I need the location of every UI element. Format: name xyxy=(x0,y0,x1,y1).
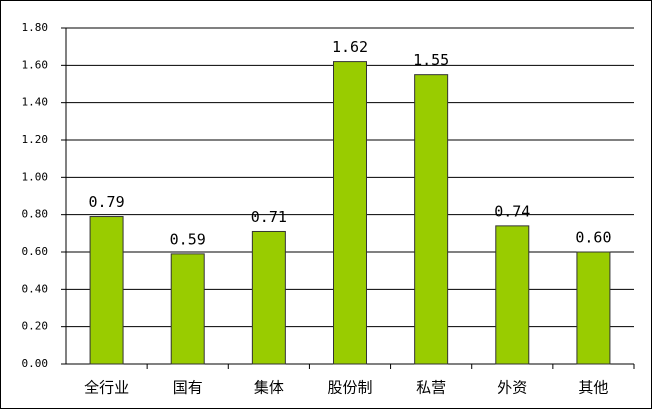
y-tick-label: 1.40 xyxy=(22,96,49,109)
bar xyxy=(251,230,286,365)
y-tick-label: 0.20 xyxy=(22,320,49,333)
y-tick-label: 0.40 xyxy=(22,282,49,295)
bar xyxy=(576,251,611,365)
y-tick-label: 0.80 xyxy=(22,208,49,221)
y-tick-label: 1.20 xyxy=(22,133,49,146)
x-tick-label: 股份制 xyxy=(327,379,372,397)
x-tick-label: 私营 xyxy=(416,379,446,397)
y-tick-label: 0.00 xyxy=(22,357,49,370)
y-tick-label: 1.00 xyxy=(22,170,49,183)
x-tick-label: 集体 xyxy=(254,379,284,397)
value-label: 0.74 xyxy=(494,202,530,220)
x-tick-label: 其他 xyxy=(578,379,608,397)
value-label: 1.55 xyxy=(413,51,449,69)
y-tick-label: 1.60 xyxy=(22,58,49,71)
x-tick-label: 外资 xyxy=(497,379,527,397)
bar xyxy=(333,61,367,365)
x-tick-label: 国有 xyxy=(173,379,203,397)
bar xyxy=(170,253,205,365)
x-tick-label: 全行业 xyxy=(84,379,129,397)
value-label: 0.71 xyxy=(251,208,287,226)
value-label: 0.59 xyxy=(170,230,206,248)
bar xyxy=(414,74,449,365)
y-tick-label: 0.60 xyxy=(22,245,49,258)
bar xyxy=(495,225,530,365)
value-label: 0.60 xyxy=(575,229,611,247)
y-tick-label: 1.80 xyxy=(22,21,49,34)
value-label: 1.62 xyxy=(332,38,368,56)
bar xyxy=(89,216,124,365)
value-label: 0.79 xyxy=(89,193,125,211)
